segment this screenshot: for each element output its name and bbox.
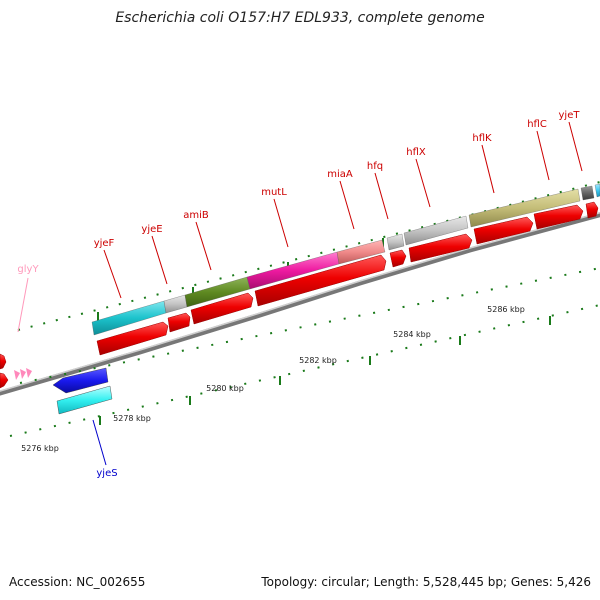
gene-block-yjeS: [56, 385, 113, 415]
reverse-strand-track: [52, 367, 113, 415]
gene-label-glyY: glyY: [17, 264, 39, 275]
trna-glyY-marks: [14, 368, 32, 380]
gene-label-miaA: miaA: [327, 169, 353, 180]
genome-backbone-highlight: [0, 211, 600, 392]
cds-arrow: [190, 292, 254, 325]
cds-arrow: [0, 353, 7, 370]
cds-arrow: [167, 312, 191, 333]
forward-feature-track: [91, 183, 600, 336]
gene-label-hflX: hflX: [406, 147, 426, 158]
gene-block-yjeE: [163, 294, 188, 314]
cds-arrow: [473, 216, 534, 245]
map-title: Escherichia coli O157:H7 EDL933, complet…: [115, 10, 484, 26]
forward-cds-track: [0, 201, 599, 389]
cds-arrow: [254, 254, 387, 307]
gene-label-hflK: hflK: [472, 133, 492, 144]
gene-labels: glyY yjeF yjeE amiB mutL miaA hfq hflX h…: [17, 110, 580, 479]
scale-label: 5282 kbp: [299, 356, 337, 365]
gene-block-miaA: [336, 239, 386, 265]
cds-arrow-reverse: [52, 367, 109, 394]
cds-arrow: [389, 249, 407, 268]
gene-block-hflK-hflC: [468, 188, 581, 228]
gene-block-next: [594, 183, 600, 198]
gene-label-hfq: hfq: [367, 161, 383, 172]
scale-label: 5278 kbp: [113, 414, 151, 423]
gene-block-hfq: [386, 233, 405, 251]
gene-label-yjeT: yjeT: [559, 110, 581, 121]
inner-tick-ring: [9, 304, 600, 437]
gene-label-yjeF: yjeF: [94, 238, 115, 249]
accession-text: Accession: NC_002655: [9, 575, 145, 589]
scale-label: 5276 kbp: [21, 444, 59, 453]
genome-backbone: [0, 212, 600, 396]
cds-arrow: [585, 201, 599, 219]
gene-label-yjeE: yjeE: [141, 224, 162, 235]
scale-labels: 5276 kbp 5278 kbp 5280 kbp 5282 kbp 5284…: [21, 305, 525, 453]
scale-label: 5284 kbp: [393, 330, 431, 339]
gene-block-hflX: [403, 215, 469, 246]
cds-arrow: [533, 204, 584, 230]
scale-label: 5286 kbp: [487, 305, 525, 314]
gene-label-hflC: hflC: [527, 119, 547, 130]
gene-label-mutL: mutL: [261, 187, 287, 198]
gene-block-yjeT: [580, 185, 595, 201]
cds-arrow: [0, 372, 9, 389]
label-leaders: [17, 121, 583, 466]
gene-label-yjeS: yjeS: [96, 468, 117, 479]
cds-arrow: [96, 321, 169, 356]
topology-text: Topology: circular; Length: 5,528,445 bp…: [260, 575, 591, 589]
gene-label-amiB: amiB: [183, 210, 209, 221]
scale-label: 5280 kbp: [206, 384, 244, 393]
cds-arrow: [408, 233, 473, 263]
